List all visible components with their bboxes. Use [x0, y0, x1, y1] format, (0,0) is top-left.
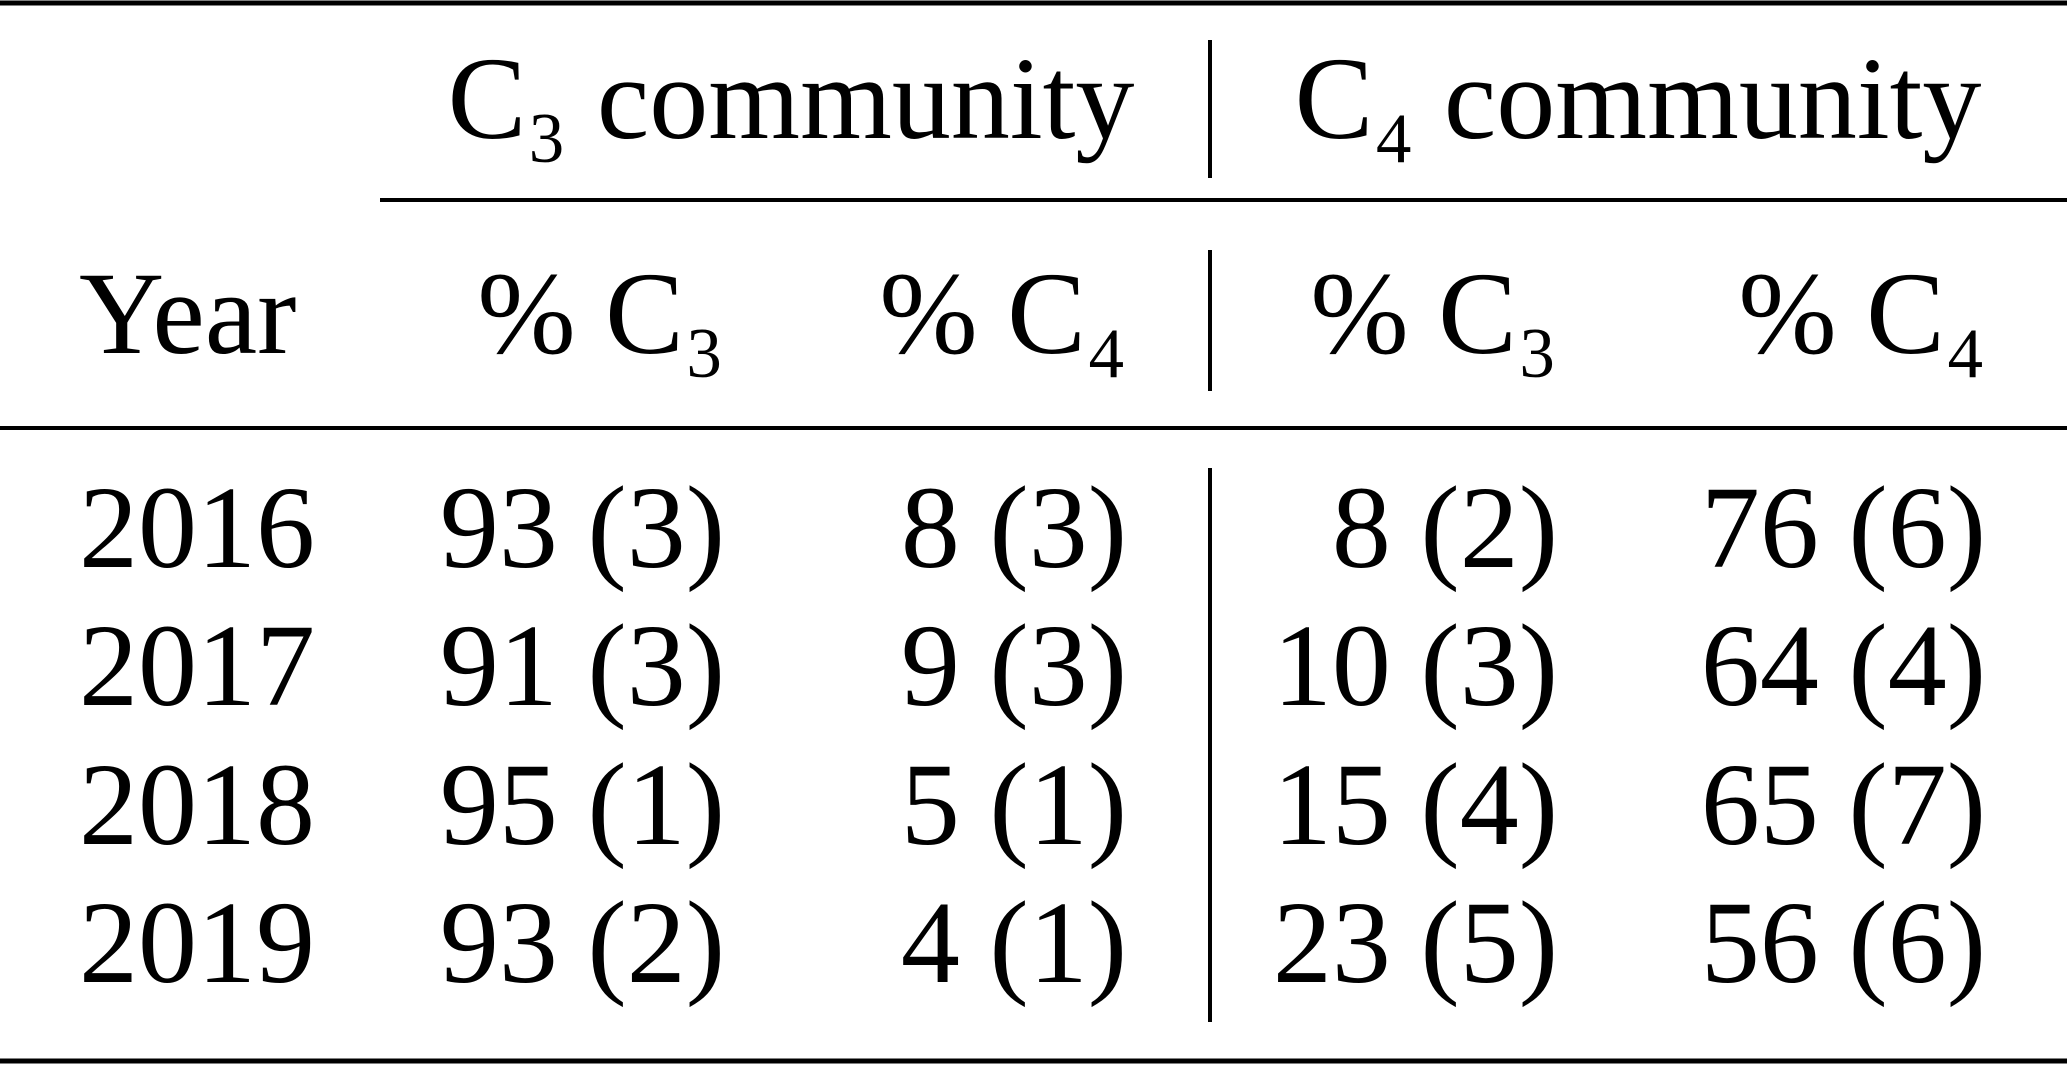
cell: 15 (4): [1273, 739, 1558, 870]
column-header: % C₄: [1738, 248, 1986, 379]
cell: 8 (2): [1332, 462, 1558, 593]
column-header: % C₄: [879, 248, 1127, 379]
cell: 91 (3): [440, 600, 725, 731]
cell: 23 (5): [1273, 877, 1558, 1008]
cell: 5 (1): [901, 739, 1127, 870]
cell: 4 (1): [901, 877, 1127, 1008]
cell: 65 (7): [1701, 739, 1986, 870]
cell: 8 (3): [901, 462, 1127, 593]
cell: 56 (6): [1701, 877, 1986, 1008]
cell: 9 (3): [901, 600, 1127, 731]
cell: 93 (2): [440, 877, 725, 1008]
column-header: % C₃: [1310, 248, 1558, 379]
cell: 2016: [79, 462, 315, 593]
cell: 2018: [79, 739, 315, 870]
cell: 64 (4): [1701, 600, 1986, 731]
column-header: % C₃: [477, 248, 725, 379]
cell: 2017: [79, 600, 315, 731]
cell: 95 (1): [440, 739, 725, 870]
cell: 2019: [79, 877, 315, 1008]
group-header: C₄ community: [1295, 33, 1982, 164]
cell: 76 (6): [1701, 462, 1986, 593]
column-header: Year: [79, 248, 296, 379]
group-header: C₃ community: [448, 33, 1135, 164]
cell: 10 (3): [1273, 600, 1558, 731]
cell: 93 (3): [440, 462, 725, 593]
